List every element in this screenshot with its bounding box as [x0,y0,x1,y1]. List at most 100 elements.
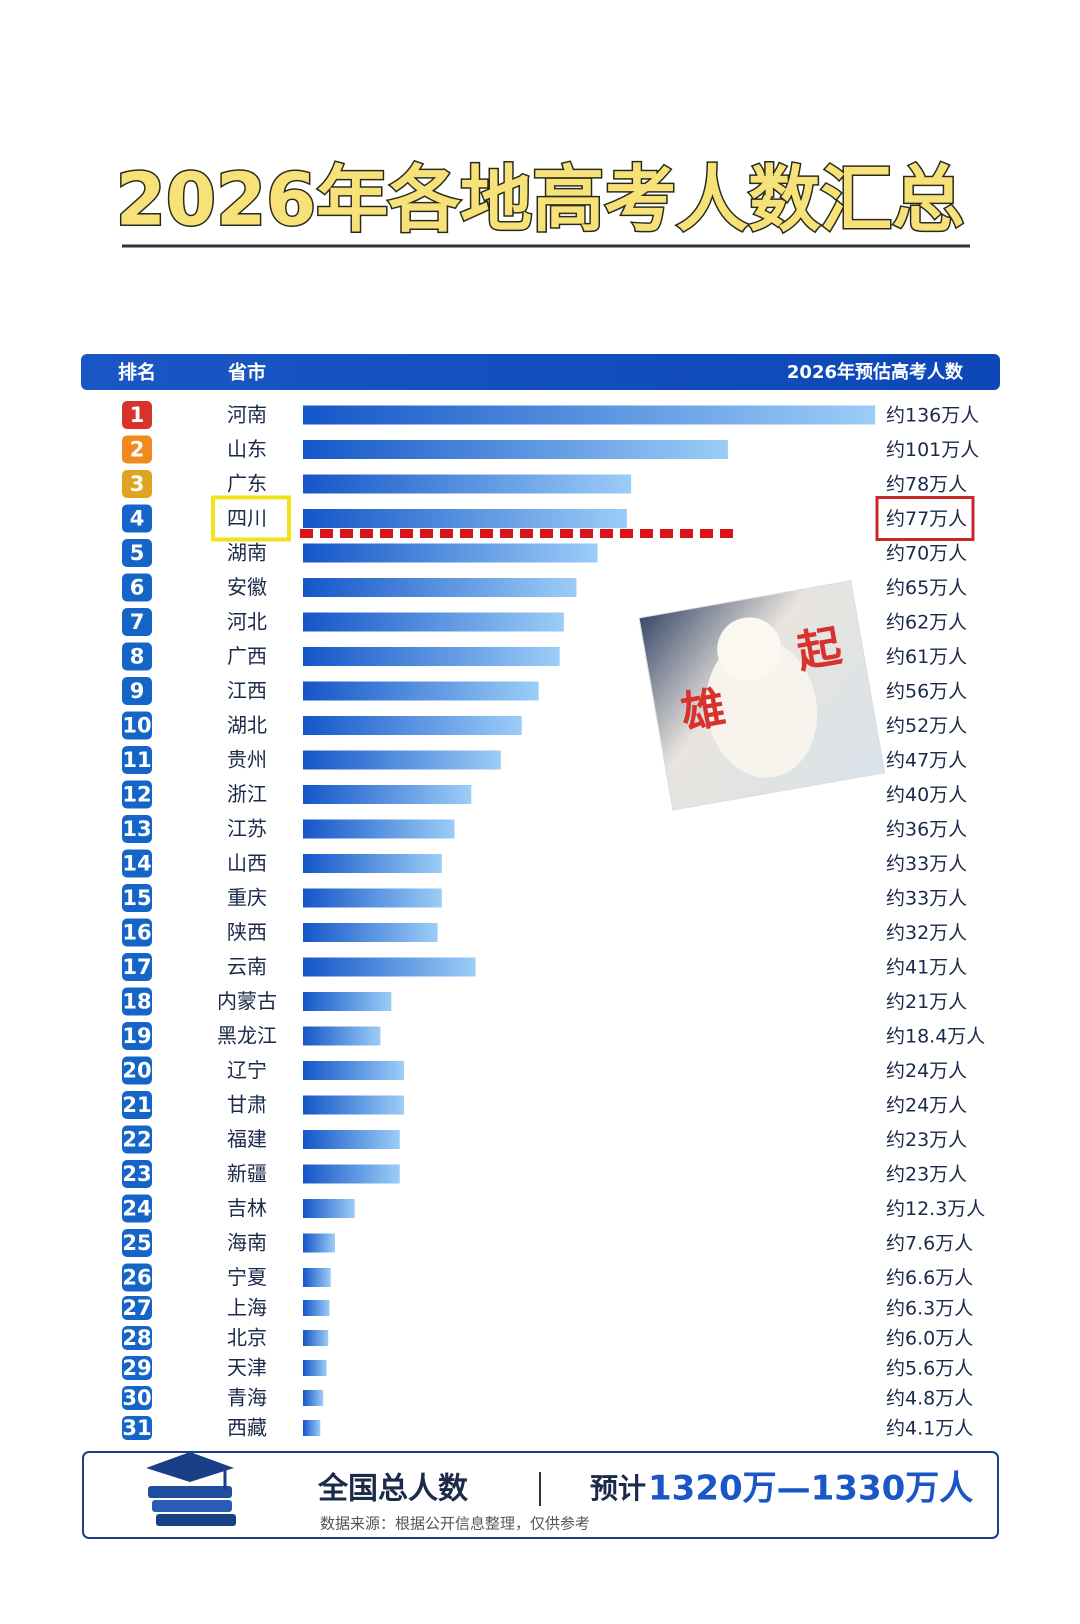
category-label: 北京 [227,1326,267,1350]
value-label: 约23万人 [886,1164,967,1186]
rank-label: 8 [130,645,145,669]
value-label: 约7.6万人 [886,1233,973,1255]
value-label: 约33万人 [886,888,967,910]
sticker-text: 起 [793,621,846,679]
category-label: 湖南 [227,541,267,565]
bar [303,405,876,425]
rank-badge [122,504,152,533]
rank-label: 21 [122,1093,151,1117]
value-label: 约101万人 [886,439,979,461]
category-label: 云南 [227,955,267,979]
bar [303,1390,324,1406]
category-label: 江西 [227,679,267,703]
rank-badge [122,1229,152,1257]
bar [303,681,539,701]
category-label: 吉林 [227,1196,267,1220]
rank-badge [122,1356,152,1380]
rank-label: 15 [122,886,151,910]
category-label: 天津 [227,1356,267,1380]
bar [303,923,438,942]
bar [303,1130,400,1149]
value-label: 约36万人 [886,819,967,841]
value-label: 约6.3万人 [886,1298,973,1320]
rank-badge [122,1160,152,1188]
value-label: 约65万人 [886,577,967,599]
value-label: 约6.0万人 [886,1328,973,1350]
bar [303,509,627,528]
value-label: 约12.3万人 [886,1198,985,1220]
rank-label: 19 [122,1024,151,1048]
rank-badge [122,1022,152,1050]
bar [303,1300,330,1316]
rank-badge [122,1386,152,1410]
rank-label: 27 [122,1296,151,1320]
rank-label: 6 [130,576,145,600]
bar [303,578,577,597]
category-label: 西藏 [227,1416,267,1440]
rank-label: 11 [122,748,151,772]
rank-badge [122,539,152,567]
rank-label: 9 [130,679,145,703]
value-label: 约52万人 [886,715,967,737]
rank-label: 5 [130,541,145,565]
rank-label: 16 [122,921,151,945]
category-label: 安徽 [227,575,267,599]
bar [303,957,476,977]
category-label: 广东 [227,472,267,496]
category-label: 福建 [227,1127,267,1151]
rank-badge [122,884,152,912]
category-label: 江苏 [227,817,267,841]
rank-badge [122,780,152,809]
rank-label: 2 [130,438,145,462]
bar [303,716,522,735]
rows: 1 河南 约136万人 2 山东 约101万人 3 广东 约78万人 4 四川 约77万人 5 湖南 约70… [122,401,985,1440]
rank-badge [122,1416,152,1440]
rank-label: 4 [130,507,145,531]
rank-label: 14 [122,852,151,876]
bar [303,819,455,839]
bar [303,888,442,908]
value-label: 约24万人 [886,1060,967,1082]
value-label: 约47万人 [886,750,967,772]
rank-badge [122,470,152,498]
rank-label: 1 [130,403,145,427]
value-label: 约5.6万人 [886,1358,973,1380]
category-label: 山西 [227,851,267,875]
rank-badge [122,1194,152,1223]
rank-label: 17 [122,955,151,979]
category-label: 青海 [227,1386,267,1410]
rank-badge [122,1296,152,1320]
footer-source: 数据来源：根据公开信息整理，仅供参考 [320,1515,590,1533]
value-label: 约32万人 [886,922,967,944]
rank-badge [122,987,152,1016]
footer-prefix: 预计 [590,1472,646,1505]
rank-badge [122,1056,152,1085]
category-label: 宁夏 [227,1265,267,1289]
highlight-box [211,495,291,542]
value-label: 约21万人 [886,991,967,1013]
bar [303,1199,355,1218]
rank-label: 10 [122,714,151,738]
rank-label: 3 [130,472,145,496]
category-label: 河北 [227,610,267,634]
bar [303,1164,400,1184]
rank-label: 30 [122,1386,151,1410]
value-label: 约136万人 [886,405,979,427]
header-bar [81,354,1000,390]
value-label: 约62万人 [886,612,967,634]
sticker-text: 雄 [677,682,729,740]
category-label: 湖北 [227,713,267,737]
category-label: 内蒙古 [217,989,277,1013]
bar [303,1095,404,1115]
bar [303,474,632,494]
rank-badge [122,711,152,740]
rank-badge [122,1091,152,1119]
category-label: 黑龙江 [217,1024,277,1048]
bar [303,992,392,1011]
category-label: 重庆 [227,886,267,910]
rank-label: 7 [130,610,145,634]
value-label: 约77万人 [886,508,967,530]
rank-label: 25 [122,1231,151,1255]
rank-badge [122,1326,152,1350]
